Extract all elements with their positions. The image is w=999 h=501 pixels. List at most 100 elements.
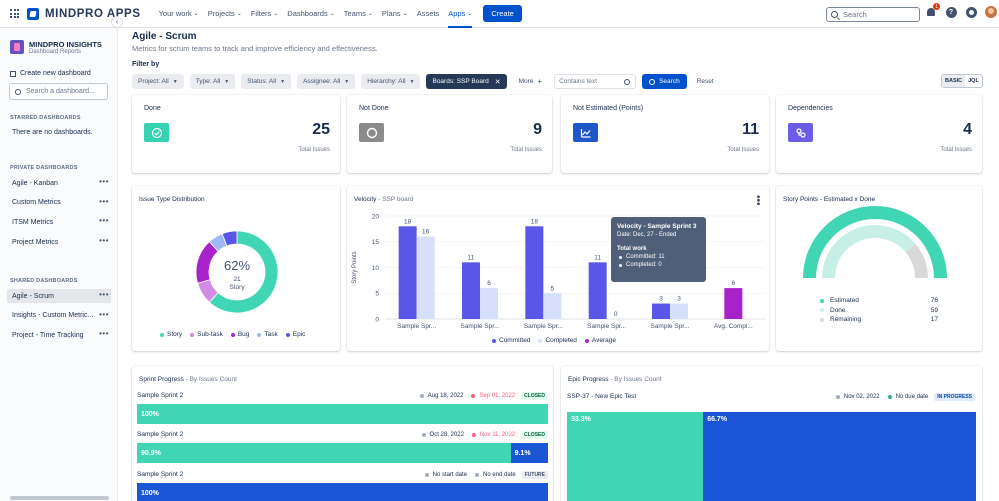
nav-item-projects[interactable]: Projects ⌄ [208, 0, 242, 28]
velocity-chart: 0 5 10 15 20 Story Points 18 16 Sample Spr... 11 6… [352, 213, 765, 330]
sprint-progress-bar: 90.9% 9.1% [137, 443, 548, 463]
notifications-button[interactable]: 1 [925, 3, 940, 18]
stat-card-not-done[interactable]: Not Done 9 Total Issues [347, 95, 552, 173]
legend-item[interactable]: Completed [538, 337, 577, 344]
stat-card-not-estimated-points[interactable]: Not Estimated (Points) 11 Total Issues [561, 95, 769, 173]
sprint-progress-title-text: Sprint Progress [139, 376, 184, 383]
more-options-icon[interactable]: ••• [99, 196, 109, 206]
sprint-meta: Oct 28, 2022 Nov 11, 2022 CLOSED [414, 431, 548, 439]
sidebar-dashboard-item[interactable]: Agile - Scrum ••• [7, 289, 111, 303]
legend-item[interactable]: Committed [492, 337, 530, 344]
nav-item-dashboards[interactable]: Dashboards ⌄ [287, 0, 334, 28]
legend-dot-icon [820, 298, 824, 303]
close-icon[interactable]: ✕ [494, 78, 501, 86]
sidebar-dashboard-item[interactable]: Insights - Custom Metric... ••• [7, 309, 111, 323]
filter-assignee-button[interactable]: Assignee: All ▼ [297, 74, 356, 89]
basic-mode-button[interactable]: BASIC [942, 75, 966, 87]
sprint-row[interactable]: Sample Sprint 2 No start date No end date F… [137, 471, 548, 501]
help-icon: ? [945, 6, 957, 18]
nav-item-label: Plans [381, 9, 401, 18]
nav-item-apps[interactable]: Apps ⌄ [448, 0, 473, 28]
legend-label: Completed [545, 337, 577, 344]
reset-button[interactable]: Reset [696, 78, 714, 85]
bar-committed[interactable] [462, 262, 480, 319]
create-button[interactable]: Create [483, 5, 522, 22]
sidebar-scrollbar[interactable] [10, 496, 109, 500]
sidebar-dashboard-item[interactable]: Agile - Kanban ••• [7, 176, 111, 190]
nav-item-filters[interactable]: Filters ⌄ [251, 0, 278, 28]
sprint-row[interactable]: Sample Sprint 2 Aug 18, 2022 Sep 01, 2022 C… [137, 392, 548, 424]
gauge-done-arc[interactable] [822, 225, 916, 278]
bar-completed[interactable] [416, 236, 435, 319]
stat-card-dependencies[interactable]: Dependencies 4 Total Issues [776, 95, 982, 173]
legend-dot-icon [230, 332, 235, 337]
legend-item[interactable]: Sub-task [190, 331, 223, 338]
contains-text-input[interactable]: Contains text [554, 74, 637, 89]
search-icon [624, 79, 631, 85]
sprint-meta: No start date No end date FUTURE [417, 471, 548, 479]
dashboard-item-label: Agile - Kanban [12, 179, 58, 187]
app-switcher-icon[interactable] [10, 9, 19, 18]
nav-item-your-work[interactable]: Your work ⌄ [159, 0, 199, 28]
chevron-down-icon: ⌄ [193, 11, 199, 17]
dashboard-search-input[interactable]: Search a dashboard... [9, 83, 108, 100]
filter-hierarchy-button[interactable]: Hierarchy: All ▼ [361, 74, 421, 89]
legend-item[interactable]: Epic [285, 331, 305, 338]
bar-committed[interactable] [525, 226, 544, 319]
help-button[interactable]: ? [945, 6, 957, 18]
nav-item-assets[interactable]: Assets [417, 0, 440, 28]
bar-value-label: 11 [468, 254, 475, 261]
end-dot-icon [471, 394, 476, 398]
profile-button[interactable] [985, 6, 997, 18]
story-points-label: Remaining [830, 316, 862, 323]
bar-committed[interactable] [652, 303, 670, 319]
collapse-sidebar-button[interactable]: ‹ [111, 16, 123, 28]
stat-card-done[interactable]: Done 25 Total Issues [132, 95, 340, 173]
bar-completed[interactable] [480, 288, 498, 319]
legend-item[interactable]: Bug [230, 331, 249, 338]
gauge-remaining-arc[interactable] [905, 243, 928, 278]
bar-committed[interactable] [398, 226, 417, 319]
more-options-icon[interactable]: ••• [99, 290, 109, 299]
dashboard-item-label: Custom Metrics [12, 199, 61, 207]
nav-item-plans[interactable]: Plans ⌄ [382, 0, 408, 28]
donut-slice-epic[interactable] [221, 230, 238, 247]
epic-name[interactable]: SSP-37 - New Epic Test [567, 393, 637, 400]
jql-mode-button[interactable]: JQL [968, 78, 979, 84]
global-search-input[interactable]: Search [826, 7, 920, 22]
legend-item[interactable]: Story [160, 331, 182, 338]
more-options-icon[interactable]: ••• [99, 177, 109, 186]
legend-dot-icon [538, 338, 543, 343]
bar-completed[interactable] [670, 303, 688, 319]
more-options-icon[interactable]: ••• [99, 309, 109, 319]
search-button[interactable]: Search [642, 74, 687, 89]
create-dashboard-button[interactable]: Create new dashboard [10, 70, 91, 77]
sidebar-dashboard-item[interactable]: Project Metrics ••• [7, 235, 111, 249]
donut-slice-story[interactable] [208, 230, 279, 314]
bar-completed[interactable] [543, 293, 562, 319]
more-options-icon[interactable]: ••• [99, 216, 109, 226]
filter-board-button[interactable]: Boards: SSP Board ✕ [426, 74, 507, 89]
filter-project-button[interactable]: Project: All ▼ [132, 74, 184, 89]
more-filters-button[interactable]: More + [513, 74, 548, 89]
filter-type-button[interactable]: Type: All ▼ [189, 74, 236, 89]
bar-value-label: 18 [404, 218, 412, 225]
more-options-icon[interactable]: ••• [99, 236, 109, 246]
legend-item[interactable]: Task [257, 331, 278, 338]
logo[interactable]: MINDPRO APPS [27, 7, 141, 20]
bar-committed[interactable] [588, 262, 607, 319]
story-points-label: Done [830, 306, 846, 314]
more-options-icon[interactable]: ••• [99, 329, 109, 339]
x-tick-label: Sample Spr... [460, 323, 499, 330]
sidebar-dashboard-item[interactable]: Custom Metrics ••• [7, 196, 111, 210]
legend-item[interactable]: Average [584, 337, 616, 344]
filter-status-button[interactable]: Status: All ▼ [241, 74, 292, 89]
sprint-row[interactable]: Sample Sprint 2 Oct 28, 2022 Nov 11, 2022 C… [137, 431, 548, 463]
gauge-estimated-arc[interactable] [803, 206, 947, 278]
sidebar-dashboard-item[interactable]: ITSM Metrics ••• [7, 215, 111, 229]
more-options-icon[interactable]: ••• [752, 195, 763, 206]
nav-item-teams[interactable]: Teams ⌄ [344, 0, 373, 28]
sidebar-dashboard-item[interactable]: Project - Time Tracking ••• [7, 328, 111, 342]
bar-average[interactable] [724, 288, 743, 319]
settings-button[interactable] [965, 6, 977, 18]
